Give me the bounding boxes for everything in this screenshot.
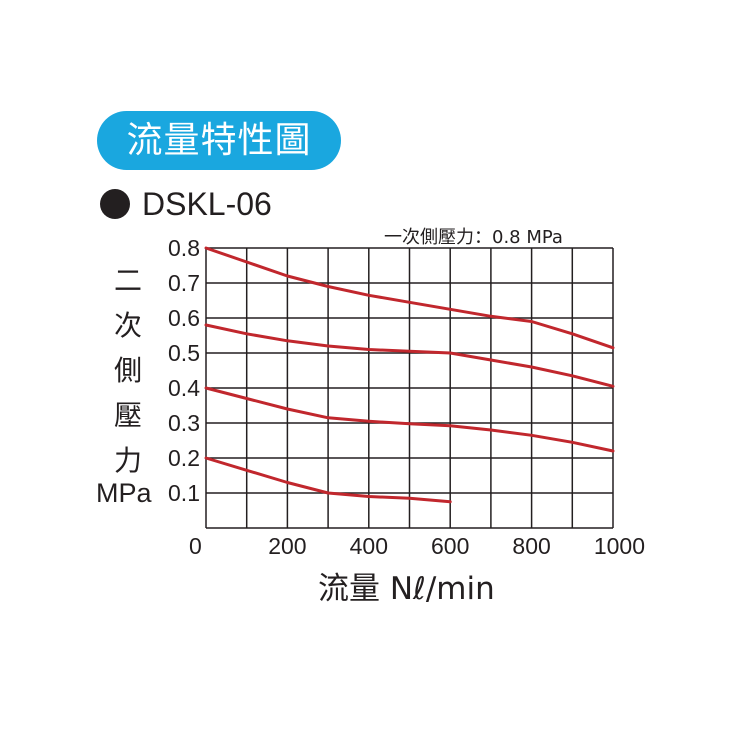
x-tick-label: 200 — [268, 533, 306, 559]
model-label: DSKL-06 — [100, 184, 272, 224]
model-name: DSKL-06 — [142, 185, 272, 222]
y-tick-label: 0.2 — [168, 445, 200, 471]
x-tick-label: 400 — [350, 533, 388, 559]
chart-title-badge: 流量特性圖 — [97, 111, 341, 170]
series-line-4 — [204, 456, 452, 504]
x-tick-label: 1000 — [594, 533, 645, 559]
y-tick-label: 0.4 — [168, 375, 200, 401]
x-tick-label: 600 — [431, 533, 469, 559]
x-axis-label: 流量 Nℓ/min — [318, 571, 495, 607]
series-line-2 — [204, 323, 615, 388]
series-line-3 — [204, 386, 615, 453]
y-axis-label: 二次側壓力 — [113, 264, 142, 477]
y-tick-label: 0.1 — [168, 480, 200, 506]
y-tick-label: 0.8 — [168, 235, 200, 261]
y-axis-unit: MPa — [96, 478, 152, 508]
x-tick-label: 800 — [512, 533, 550, 559]
chart-condition: 一次側壓力：0.8 MPa — [384, 227, 563, 248]
y-tick-label: 0.3 — [168, 410, 200, 436]
series-line-1 — [204, 246, 615, 350]
x-tick-label: 0 — [189, 533, 202, 559]
y-tick-label: 0.6 — [168, 305, 200, 331]
bullet-icon — [100, 189, 130, 219]
y-tick-label: 0.5 — [168, 340, 200, 366]
y-tick-label: 0.7 — [168, 270, 200, 296]
